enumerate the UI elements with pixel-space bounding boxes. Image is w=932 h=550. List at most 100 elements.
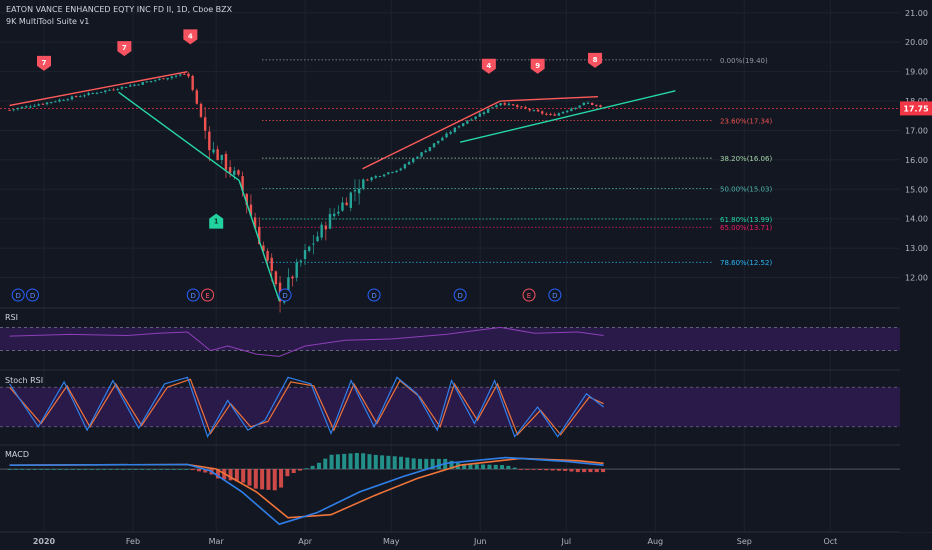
badge-text: D (371, 292, 376, 300)
candle-body (216, 149, 219, 161)
macd-hist-bar (32, 469, 37, 470)
macd-hist-bar (474, 464, 479, 470)
candle-body (270, 257, 273, 271)
candle-body (145, 81, 149, 83)
signal-marker: 7 (37, 55, 51, 71)
rsi-line (9, 326, 604, 357)
macd-hist-bar (171, 469, 176, 470)
candle-body (395, 170, 398, 173)
macd-hist-bar (594, 469, 599, 473)
macd-hist-bar (588, 469, 593, 473)
candle-body (312, 243, 315, 245)
time-tick-label: May (383, 537, 400, 546)
candle-body (12, 109, 15, 111)
badge-text: E (527, 292, 531, 300)
candle-body (120, 86, 124, 89)
badge-circle (278, 288, 292, 302)
time-axis[interactable]: 2020 Feb Mar Apr May Jun Jul Aug Sep Oct (33, 537, 837, 546)
candle-body (208, 131, 211, 151)
stoch-d-line (9, 378, 604, 436)
macd-hist-bar (468, 464, 473, 470)
macd-hist-bar (310, 465, 315, 470)
candle-body (99, 91, 103, 93)
macd-hist-bar (184, 469, 189, 470)
candle-body (249, 204, 253, 216)
macd-hist-bar (298, 469, 303, 471)
candle-body (129, 85, 132, 87)
time-tick-label: Jul (561, 537, 572, 546)
macd-hist-bar (335, 454, 340, 470)
macd-hist-bar (544, 469, 549, 471)
candle-body (416, 156, 419, 159)
candle-body (503, 103, 506, 105)
candle-body (516, 105, 519, 107)
macd-hist-bar (493, 464, 498, 470)
marker-shape (183, 29, 198, 45)
macd-hist-bar (45, 469, 50, 470)
fib-level-label: 78.60%(12.52) (720, 259, 772, 267)
candle-body (407, 162, 411, 165)
candle-body (287, 277, 290, 292)
signal-marker: 4 (481, 58, 496, 74)
macd-hist-bar (70, 469, 75, 470)
macd-pane[interactable]: 0.00-1.00 MACD (0, 450, 926, 526)
candle-body (387, 172, 390, 175)
candle-body (95, 92, 99, 94)
badge-text: D (552, 292, 557, 300)
candle-body (112, 89, 115, 91)
candle-body (570, 108, 573, 112)
candle-body (511, 104, 515, 106)
candle-body (574, 107, 577, 110)
price-axis[interactable]: 21.0020.0019.0018.0017.0016.0015.0014.00… (900, 0, 932, 532)
stoch-rsi-pane[interactable]: 80.0040.000.00 Stoch RSI (0, 376, 928, 445)
macd-hist-bar (323, 458, 328, 470)
marker-shape (588, 52, 603, 68)
candle-body (453, 127, 457, 133)
time-tick-label: Feb (126, 537, 140, 546)
time-tick-label: Sep (737, 537, 752, 546)
macd-hist-bar (247, 469, 252, 486)
fib-level-label: 65.00%(13.71) (720, 224, 772, 232)
grid-lines (0, 0, 900, 532)
candle-body (370, 177, 373, 181)
trendline (9, 70, 188, 107)
candle-body (49, 101, 53, 103)
macd-hist-bar (417, 458, 422, 470)
candle-body (461, 123, 465, 126)
symbol-title: EATON VANCE ENHANCED EQTY INC FD II, 1D,… (6, 5, 233, 14)
candle-body (166, 78, 169, 80)
candle-body (357, 188, 361, 194)
candle-body (66, 99, 70, 101)
candle-body (520, 106, 523, 108)
dividend-badge: D (26, 288, 40, 302)
macd-hist-bar (77, 469, 82, 470)
candle-body (228, 167, 232, 173)
candle-body (203, 117, 207, 131)
candle-body (566, 110, 569, 113)
candle-body (378, 176, 382, 178)
candle-body (124, 86, 128, 88)
macd-hist-bar (165, 469, 170, 470)
badge-text: D (30, 292, 35, 300)
candle-body (337, 211, 340, 214)
badge-circle (367, 288, 381, 302)
marker-shape (117, 41, 132, 57)
price-pane[interactable]: 0.00%(19.40) 23.60%(17.34) 38.20%(16.06) 50… (0, 29, 900, 313)
candle-body (482, 112, 486, 115)
candle-body (299, 260, 303, 263)
candle-body (79, 96, 82, 98)
candle-body (366, 179, 369, 181)
candle-body (341, 202, 344, 211)
candle-body (316, 236, 319, 242)
candle-body (582, 102, 586, 106)
candle-body (8, 109, 11, 111)
macd-hist-bar (26, 469, 31, 470)
candle-body (353, 190, 357, 192)
fib-level-label: 38.20%(16.06) (720, 155, 772, 163)
candle-body (195, 90, 199, 104)
candle-body (445, 133, 448, 138)
candle-body (133, 84, 136, 86)
macd-hist-bar (203, 469, 208, 473)
